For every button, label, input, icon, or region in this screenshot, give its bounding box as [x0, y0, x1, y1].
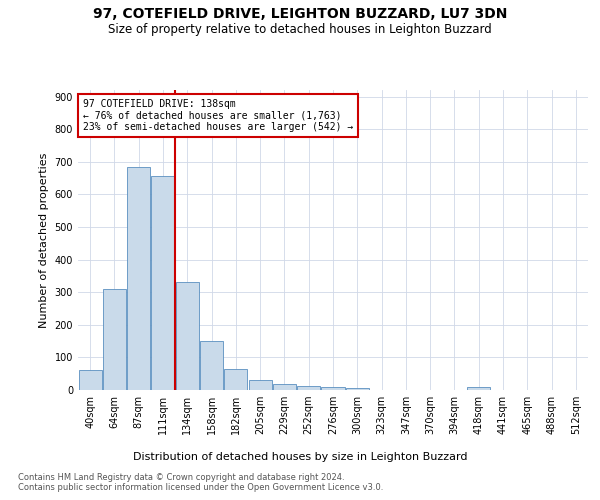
- Bar: [273, 384, 296, 390]
- Text: 97, COTEFIELD DRIVE, LEIGHTON BUZZARD, LU7 3DN: 97, COTEFIELD DRIVE, LEIGHTON BUZZARD, L…: [93, 8, 507, 22]
- Bar: [297, 386, 320, 390]
- Bar: [224, 369, 247, 390]
- Text: Size of property relative to detached houses in Leighton Buzzard: Size of property relative to detached ho…: [108, 22, 492, 36]
- Bar: [79, 370, 101, 390]
- Bar: [248, 380, 272, 390]
- Bar: [176, 282, 199, 390]
- Bar: [346, 388, 369, 390]
- Text: 97 COTEFIELD DRIVE: 138sqm
← 76% of detached houses are smaller (1,763)
23% of s: 97 COTEFIELD DRIVE: 138sqm ← 76% of deta…: [83, 99, 353, 132]
- Y-axis label: Number of detached properties: Number of detached properties: [39, 152, 49, 328]
- Bar: [127, 166, 150, 390]
- Bar: [200, 341, 223, 390]
- Bar: [322, 388, 344, 390]
- Text: Distribution of detached houses by size in Leighton Buzzard: Distribution of detached houses by size …: [133, 452, 467, 462]
- Bar: [151, 176, 175, 390]
- Text: Contains HM Land Registry data © Crown copyright and database right 2024.
Contai: Contains HM Land Registry data © Crown c…: [18, 472, 383, 492]
- Bar: [103, 289, 126, 390]
- Bar: [467, 388, 490, 390]
